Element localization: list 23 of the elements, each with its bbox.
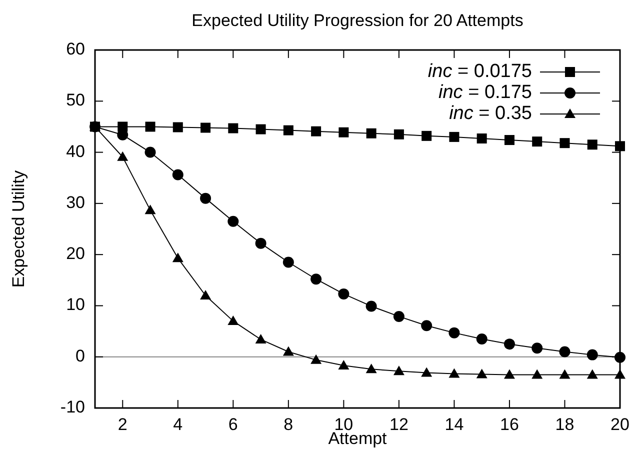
y-tick-label: -10 (60, 397, 85, 416)
x-tick-label: 14 (444, 415, 464, 434)
chart-title: Expected Utility Progression for 20 Attempts (192, 11, 524, 30)
y-tick-label: 0 (76, 346, 85, 366)
legend-label: inc = 0.0175 (428, 61, 532, 82)
y-tick-label: 50 (66, 90, 85, 110)
legend-label: inc = 0.35 (449, 103, 532, 124)
x-tick-label: 6 (228, 415, 238, 434)
x-tick-label: 18 (555, 415, 574, 434)
y-tick-label: 30 (66, 192, 85, 212)
y-axis-title: Expected Utility (9, 170, 28, 288)
y-tick-label: 60 (66, 39, 85, 58)
x-tick-label: 12 (389, 415, 408, 434)
x-tick-label: 4 (173, 415, 183, 434)
y-tick-label: 20 (66, 244, 85, 264)
legend-label: inc = 0.175 (438, 82, 532, 104)
x-tick-label: 16 (500, 415, 519, 434)
y-tick-label: 10 (66, 295, 85, 314)
y-tick-label: 40 (66, 142, 85, 161)
x-axis-title: Attempt (328, 429, 388, 448)
x-tick-label: 20 (610, 415, 630, 434)
x-tick-label: 8 (284, 415, 294, 434)
x-tick-label: 2 (118, 415, 128, 434)
